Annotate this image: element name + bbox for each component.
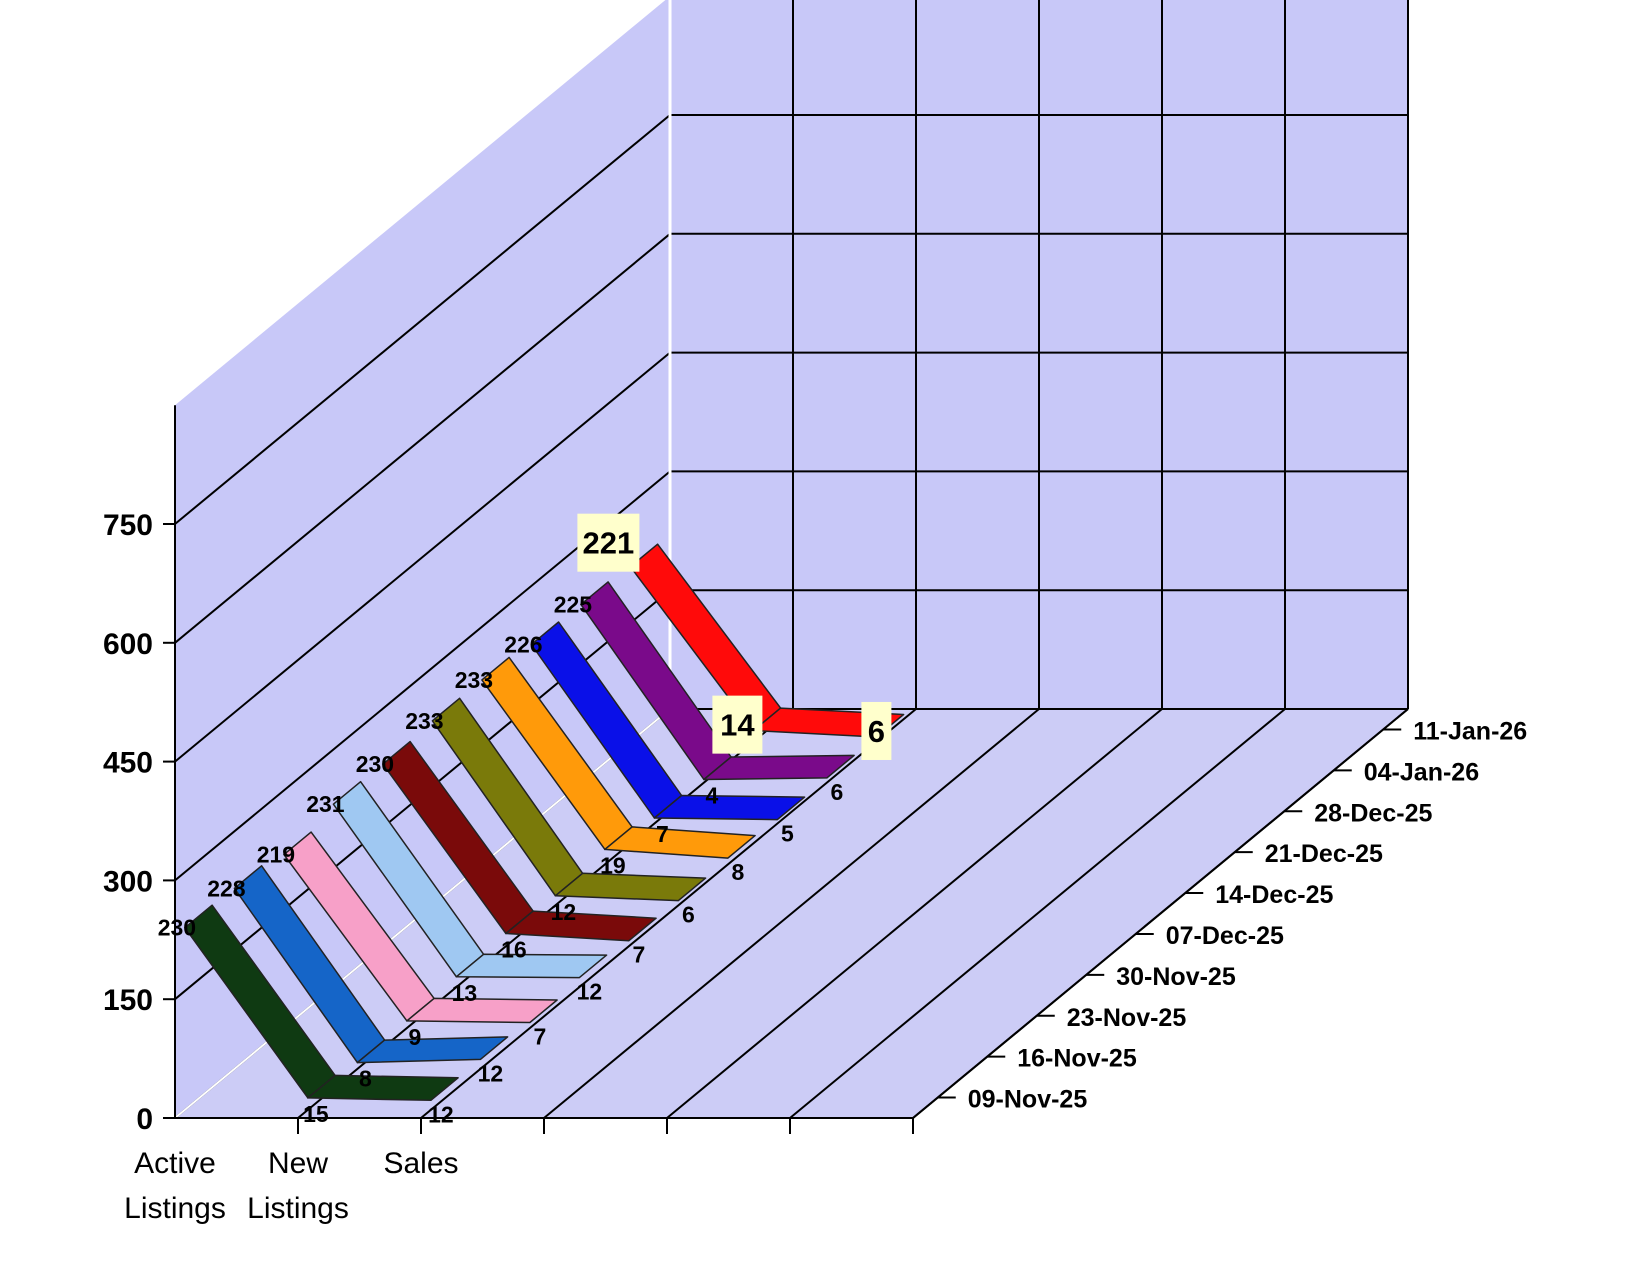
data-label: 230	[158, 915, 196, 941]
left-wall	[175, 0, 670, 1118]
gridline-floor-4	[666, 708, 1163, 1119]
series-28-Dec-25	[530, 621, 806, 821]
data-label: 13	[452, 980, 478, 1006]
x-category-label: Sales	[383, 1147, 458, 1180]
gridline-floor-2	[420, 708, 917, 1119]
data-label: 230	[356, 751, 394, 777]
series-ribbon-segment	[653, 794, 806, 821]
series-23-Nov-25	[283, 831, 558, 1024]
z-tick-label: 30-Nov-25	[1116, 963, 1236, 991]
data-label: 225	[554, 591, 593, 617]
series-ribbon-segment	[554, 872, 707, 902]
highlight-label-box	[861, 701, 892, 760]
data-label: 6	[868, 714, 885, 749]
y-tick-label: 600	[103, 628, 153, 661]
z-tick-label: 11-Jan-26	[1413, 717, 1527, 745]
gridline-left-3	[174, 351, 671, 763]
data-label: 12	[551, 899, 577, 925]
y-tick-label: 0	[136, 1103, 153, 1136]
data-label: 16	[501, 937, 527, 963]
z-tick-label: 14-Dec-25	[1215, 881, 1333, 909]
gridline-floor-5	[789, 708, 1286, 1119]
highlight-label-box	[712, 695, 763, 754]
data-label: 8	[359, 1066, 372, 1092]
gridline-floor-3	[543, 708, 1040, 1119]
data-label: 231	[306, 791, 345, 817]
series-30-Nov-25	[332, 780, 608, 979]
series-ribbon-segment	[455, 953, 608, 979]
data-label: 6	[831, 779, 844, 805]
chart-axes: 0 150 300 450 600 750 Active Listings New Listing…	[103, 405, 1527, 1225]
z-tick-label: 04-Jan-26	[1364, 758, 1479, 786]
gridline-left-4	[174, 233, 671, 644]
data-label: 233	[405, 708, 443, 734]
data-label: 219	[257, 842, 295, 868]
z-tick-label: 23-Nov-25	[1067, 1004, 1187, 1032]
data-label: 226	[504, 632, 542, 658]
data-label: 12	[428, 1101, 454, 1127]
x-category-label: Active Listings	[124, 1147, 226, 1225]
series-ribbon-segment	[703, 754, 855, 781]
data-label: 7	[656, 821, 669, 847]
data-label: 233	[455, 667, 493, 693]
data-label: 12	[577, 979, 603, 1005]
data-label: 5	[781, 821, 794, 847]
highlight-label-box	[577, 513, 640, 572]
x-category-label: New Listings	[247, 1147, 349, 1225]
chart-gridlines	[174, 0, 1409, 1119]
data-label: 8	[732, 859, 745, 885]
series-21-Dec-25	[481, 656, 756, 859]
z-tick-label: 09-Nov-25	[968, 1086, 1088, 1114]
data-label: 9	[409, 1024, 422, 1050]
gridline-left-5	[174, 114, 671, 525]
series-14-Dec-25	[431, 697, 707, 902]
data-label: 228	[207, 875, 246, 901]
data-label: 19	[600, 852, 626, 878]
series-ribbon-segment	[604, 826, 756, 859]
z-tick-label: 16-Nov-25	[1017, 1045, 1137, 1073]
series-09-Nov-25	[184, 904, 459, 1102]
y-tick-label: 300	[103, 865, 153, 898]
z-axis-line	[912, 708, 1409, 1119]
series-07-Dec-25	[382, 740, 657, 942]
series-16-Nov-25	[233, 865, 509, 1064]
z-tick-label: 07-Dec-25	[1166, 922, 1284, 950]
z-tick-label: 28-Dec-25	[1314, 799, 1432, 827]
data-label: 7	[534, 1023, 547, 1049]
data-label: 15	[303, 1101, 329, 1127]
data-label: 6	[682, 902, 695, 928]
series-ribbon-segment	[505, 910, 657, 942]
chart-data-labels: 230 15 12 228 8 12 219 9 7 231 13 12 230 16 7 233 12 6 233…	[158, 513, 892, 1127]
series-ribbon-segment	[406, 997, 558, 1024]
y-tick-label: 150	[103, 984, 153, 1017]
data-label: 7	[633, 942, 646, 968]
data-label: 12	[478, 1060, 504, 1086]
y-tick-label: 750	[103, 509, 153, 542]
y-tick-label: 450	[103, 747, 153, 780]
data-label: 4	[706, 782, 719, 808]
series-ribbon-segment	[307, 1074, 459, 1102]
series-ribbon-segment	[356, 1036, 509, 1064]
data-label: 221	[583, 526, 635, 561]
z-tick-label: 21-Dec-25	[1265, 840, 1383, 868]
series-04-Jan-26	[580, 581, 855, 781]
data-label: 14	[720, 708, 755, 743]
